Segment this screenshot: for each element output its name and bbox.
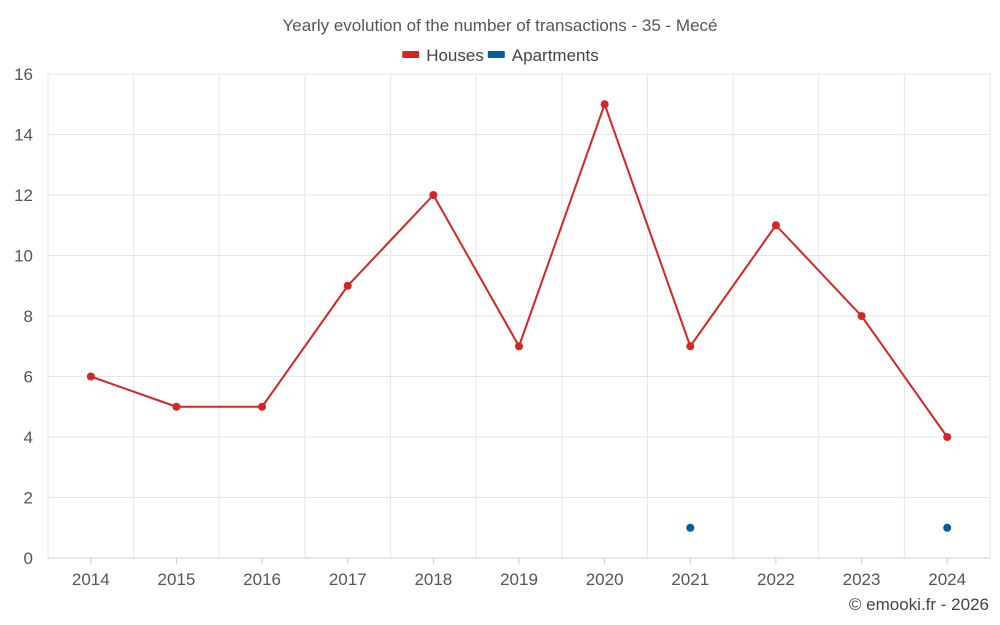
data-point-houses[interactable] — [771, 221, 780, 230]
x-tick-label: 2024 — [928, 570, 966, 589]
y-tick-label: 2 — [24, 489, 33, 508]
x-tick-label: 2015 — [158, 570, 196, 589]
x-tick-label: 2022 — [757, 570, 795, 589]
y-tick-label: 0 — [24, 549, 33, 568]
data-point-houses[interactable] — [258, 402, 267, 411]
legend: Houses Apartments — [402, 46, 599, 65]
y-axis-ticks: 0 2 4 6 8 10 12 14 16 — [14, 65, 33, 568]
legend-swatch — [402, 51, 420, 58]
data-point-houses[interactable] — [515, 342, 523, 351]
series-group — [86, 100, 952, 532]
x-tick-label: 2018 — [414, 570, 452, 589]
x-tick-label: 2019 — [500, 570, 538, 589]
y-tick-label: 4 — [24, 428, 33, 447]
x-tick-label: 2016 — [243, 570, 281, 589]
x-tick-label: 2014 — [72, 570, 110, 589]
legend-label: Apartments — [512, 46, 599, 65]
y-tick-label: 14 — [14, 126, 33, 145]
y-tick-label: 12 — [14, 186, 33, 205]
chart-title: Yearly evolution of the number of transa… — [283, 16, 718, 35]
credit-text: © emooki.fr - 2026 — [849, 595, 989, 614]
grid-lines — [47, 73, 991, 558]
data-point-houses[interactable] — [343, 281, 352, 290]
data-point-houses[interactable] — [86, 372, 95, 381]
data-point-houses[interactable] — [429, 191, 438, 199]
x-axis-ticks: 2014 2015 2016 2017 2018 2019 2020 2021 2022 2023… — [72, 570, 966, 589]
x-tick-label: 2021 — [671, 570, 709, 589]
x-tick-label: 2020 — [586, 570, 624, 589]
data-point-houses[interactable] — [172, 402, 181, 411]
legend-item-houses[interactable]: Houses — [402, 46, 484, 65]
series-houses — [86, 100, 952, 441]
x-tick-label: 2023 — [843, 570, 881, 589]
data-point-houses[interactable] — [857, 312, 866, 320]
y-tick-label: 6 — [24, 368, 33, 387]
y-tick-label: 10 — [14, 247, 33, 266]
legend-swatch — [487, 51, 505, 58]
axes — [48, 557, 990, 564]
data-point-houses[interactable] — [600, 100, 609, 109]
y-tick-label: 16 — [14, 65, 33, 84]
data-point-apartments[interactable] — [943, 523, 952, 532]
series-apartments — [686, 523, 952, 532]
data-point-apartments[interactable] — [686, 523, 695, 532]
y-tick-label: 8 — [24, 307, 33, 326]
x-tick-label: 2017 — [329, 570, 367, 589]
data-point-houses[interactable] — [686, 342, 695, 351]
data-point-houses[interactable] — [943, 433, 952, 441]
legend-label: Houses — [426, 46, 484, 65]
legend-item-apartments[interactable]: Apartments — [487, 46, 599, 65]
